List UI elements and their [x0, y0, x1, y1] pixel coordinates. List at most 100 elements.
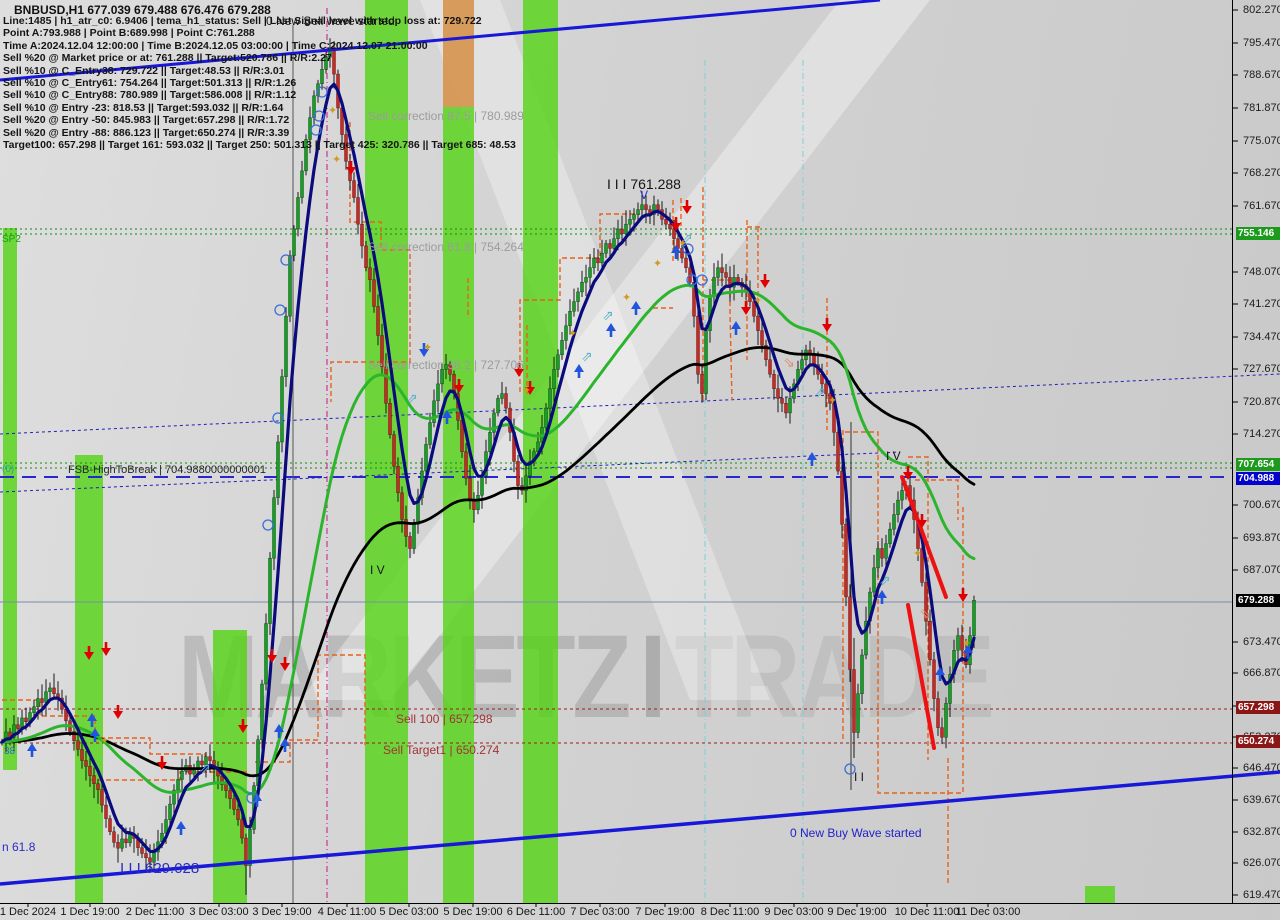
sell-arrow-icon — [280, 663, 290, 671]
chart-annotation: 38 — [4, 746, 16, 757]
buy-arrow-icon — [87, 713, 97, 721]
sell-arrow-icon — [525, 387, 535, 395]
price-tick-label: 775.070 — [1243, 135, 1280, 147]
hollow-ne-arrow-icon: ⇗ — [681, 231, 693, 247]
price-badge: 704.988 — [1236, 472, 1280, 485]
chart-annotation: Sell Target1 | 650.274 — [383, 743, 500, 757]
price-tick-label: 768.270 — [1243, 167, 1280, 179]
info-line: Sell %10 @ C_Entry38: 729.722 || Target:… — [3, 64, 285, 77]
price-badge: 679.288 — [1236, 594, 1280, 607]
price-tick-label: 673.470 — [1243, 636, 1280, 648]
info-line: Line:1485 | h1_atr_c0: 6.9406 | tema_h1_… — [3, 15, 482, 27]
star-icon: ✦ — [332, 153, 341, 166]
time-tick-label: 9 Dec 03:00 — [764, 906, 824, 918]
sell-arrow-icon — [671, 223, 681, 231]
trailing-stop-path — [845, 431, 964, 794]
sell-signal-line — [900, 475, 948, 599]
signal-band — [443, 0, 474, 107]
level-lines-layer — [0, 8, 1280, 903]
hollow-ne-arrow-icon: ⇗ — [602, 308, 614, 324]
info-line: Point A:793.988 | Point B:689.998 | Poin… — [3, 27, 255, 40]
star-icon: ✦ — [753, 294, 762, 307]
price-tick-label: 646.470 — [1243, 762, 1280, 774]
pivot-circle-icon — [844, 763, 856, 775]
info-line: Sell %10 @ C_Entry88: 780.989 || Target:… — [3, 89, 297, 102]
time-tick-label: 11 Dec 03:00 — [955, 906, 1021, 918]
price-tick-label: 727.670 — [1243, 363, 1280, 375]
signal-band — [213, 630, 247, 903]
price-tick-label: 761.670 — [1243, 200, 1280, 212]
time-tick-label: 5 Dec 03:00 — [379, 906, 439, 918]
trailing-stop-path — [330, 122, 411, 402]
time-tick-label: 7 Dec 19:00 — [635, 906, 695, 918]
sell-signal-line — [906, 603, 936, 750]
time-tick-label: 2 Dec 11:00 — [125, 906, 185, 918]
buy-arrow-icon — [90, 728, 100, 736]
trend-line — [0, 770, 1280, 886]
price-tick-label: 741.270 — [1243, 298, 1280, 310]
sell-arrow-icon — [917, 520, 927, 528]
time-tick-label: 3 Dec 03:00 — [189, 906, 249, 918]
pivot-circle-icon — [316, 86, 328, 98]
ma-mid-line — [0, 283, 976, 796]
time-tick-label: 6 Dec 11:00 — [506, 906, 566, 918]
sell-arrow-icon — [822, 324, 832, 332]
time-tick-label: 10 Dec 11:00 — [894, 906, 960, 918]
price-tick-label: 693.870 — [1243, 532, 1280, 544]
chart-annotation: 0 New Sell wave started — [266, 14, 395, 28]
pivot-circle-icon — [280, 254, 292, 266]
chart-annotation: (0) — [2, 464, 15, 475]
buy-arrow-icon — [877, 590, 887, 598]
pivot-circle-icon — [682, 243, 694, 255]
star-icon: ✦ — [653, 257, 662, 270]
time-axis[interactable]: 1 Dec 2024 1 Dec 19:00 2 Dec 11:00 3 Dec 03… — [0, 904, 1280, 920]
sell-arrow-icon — [267, 655, 277, 663]
watermark-part2: I — [639, 611, 667, 743]
time-tick-label: 1 Dec 2024 — [0, 906, 57, 918]
signal-band — [365, 0, 408, 903]
price-tick-label: 802.270 — [1243, 4, 1280, 16]
trend-line — [0, 0, 881, 82]
sell-arrow-icon — [238, 725, 248, 733]
hollow-se-arrow-icon: ⇘ — [783, 355, 795, 371]
hollow-ne-arrow-icon: ⇗ — [581, 349, 593, 365]
sell-arrow-icon — [741, 307, 751, 315]
chart-annotation: FSB-HighToBreak | 704.9880000000001 — [68, 464, 266, 476]
chart-annotation: 0 New Buy Wave started — [790, 826, 922, 840]
sell-arrow-icon — [682, 206, 692, 214]
buy-arrow-icon — [631, 301, 641, 309]
chart-annotation: SP2 — [2, 234, 21, 245]
signal-band — [3, 228, 17, 770]
price-badge: 755.146 — [1236, 227, 1280, 240]
sell-arrow-icon — [903, 472, 913, 480]
time-tick-label: 4 Dec 11:00 — [317, 906, 377, 918]
hollow-ne-arrow-icon: ⇗ — [814, 385, 826, 401]
price-tick-label: 687.070 — [1243, 564, 1280, 576]
time-tick-label: 8 Dec 11:00 — [700, 906, 760, 918]
chart-annotation: I I I 629.028 — [120, 860, 200, 877]
star-icon: ✦ — [522, 384, 531, 397]
time-tick-label: 3 Dec 19:00 — [252, 906, 312, 918]
logo-stripe — [420, 0, 770, 700]
blue-down-arrow-icon — [419, 349, 429, 357]
buy-arrow-icon — [731, 321, 741, 329]
chart-annotation: Sell correction 38.2 | 727.706 — [368, 358, 524, 372]
chart-annotation: I V — [886, 449, 901, 463]
pivot-circle-icon — [262, 519, 274, 531]
chart-annotation: Sell 100 | 657.298 — [396, 712, 493, 726]
pivot-circle-icon — [246, 792, 258, 804]
price-tick-label: 632.870 — [1243, 826, 1280, 838]
star-icon: ✦ — [568, 327, 577, 340]
price-tick-label: 714.270 — [1243, 428, 1280, 440]
price-axis[interactable]: 802.270 795.470 788.670 781.870 775.070 768.2… — [1233, 0, 1280, 903]
price-badge: 650.274 — [1236, 735, 1280, 748]
pivot-circle-icon — [696, 274, 708, 286]
star-icon: ✦ — [423, 341, 432, 354]
sell-arrow-icon — [454, 385, 464, 393]
chart-annotation: Sell correction 87.5 | 780.989 — [368, 109, 524, 123]
pivot-circle-icon — [313, 110, 325, 122]
info-line: Target100: 657.298 || Target 161: 593.03… — [3, 139, 516, 151]
hollow-ne-arrow-icon: ⇗ — [406, 391, 418, 407]
